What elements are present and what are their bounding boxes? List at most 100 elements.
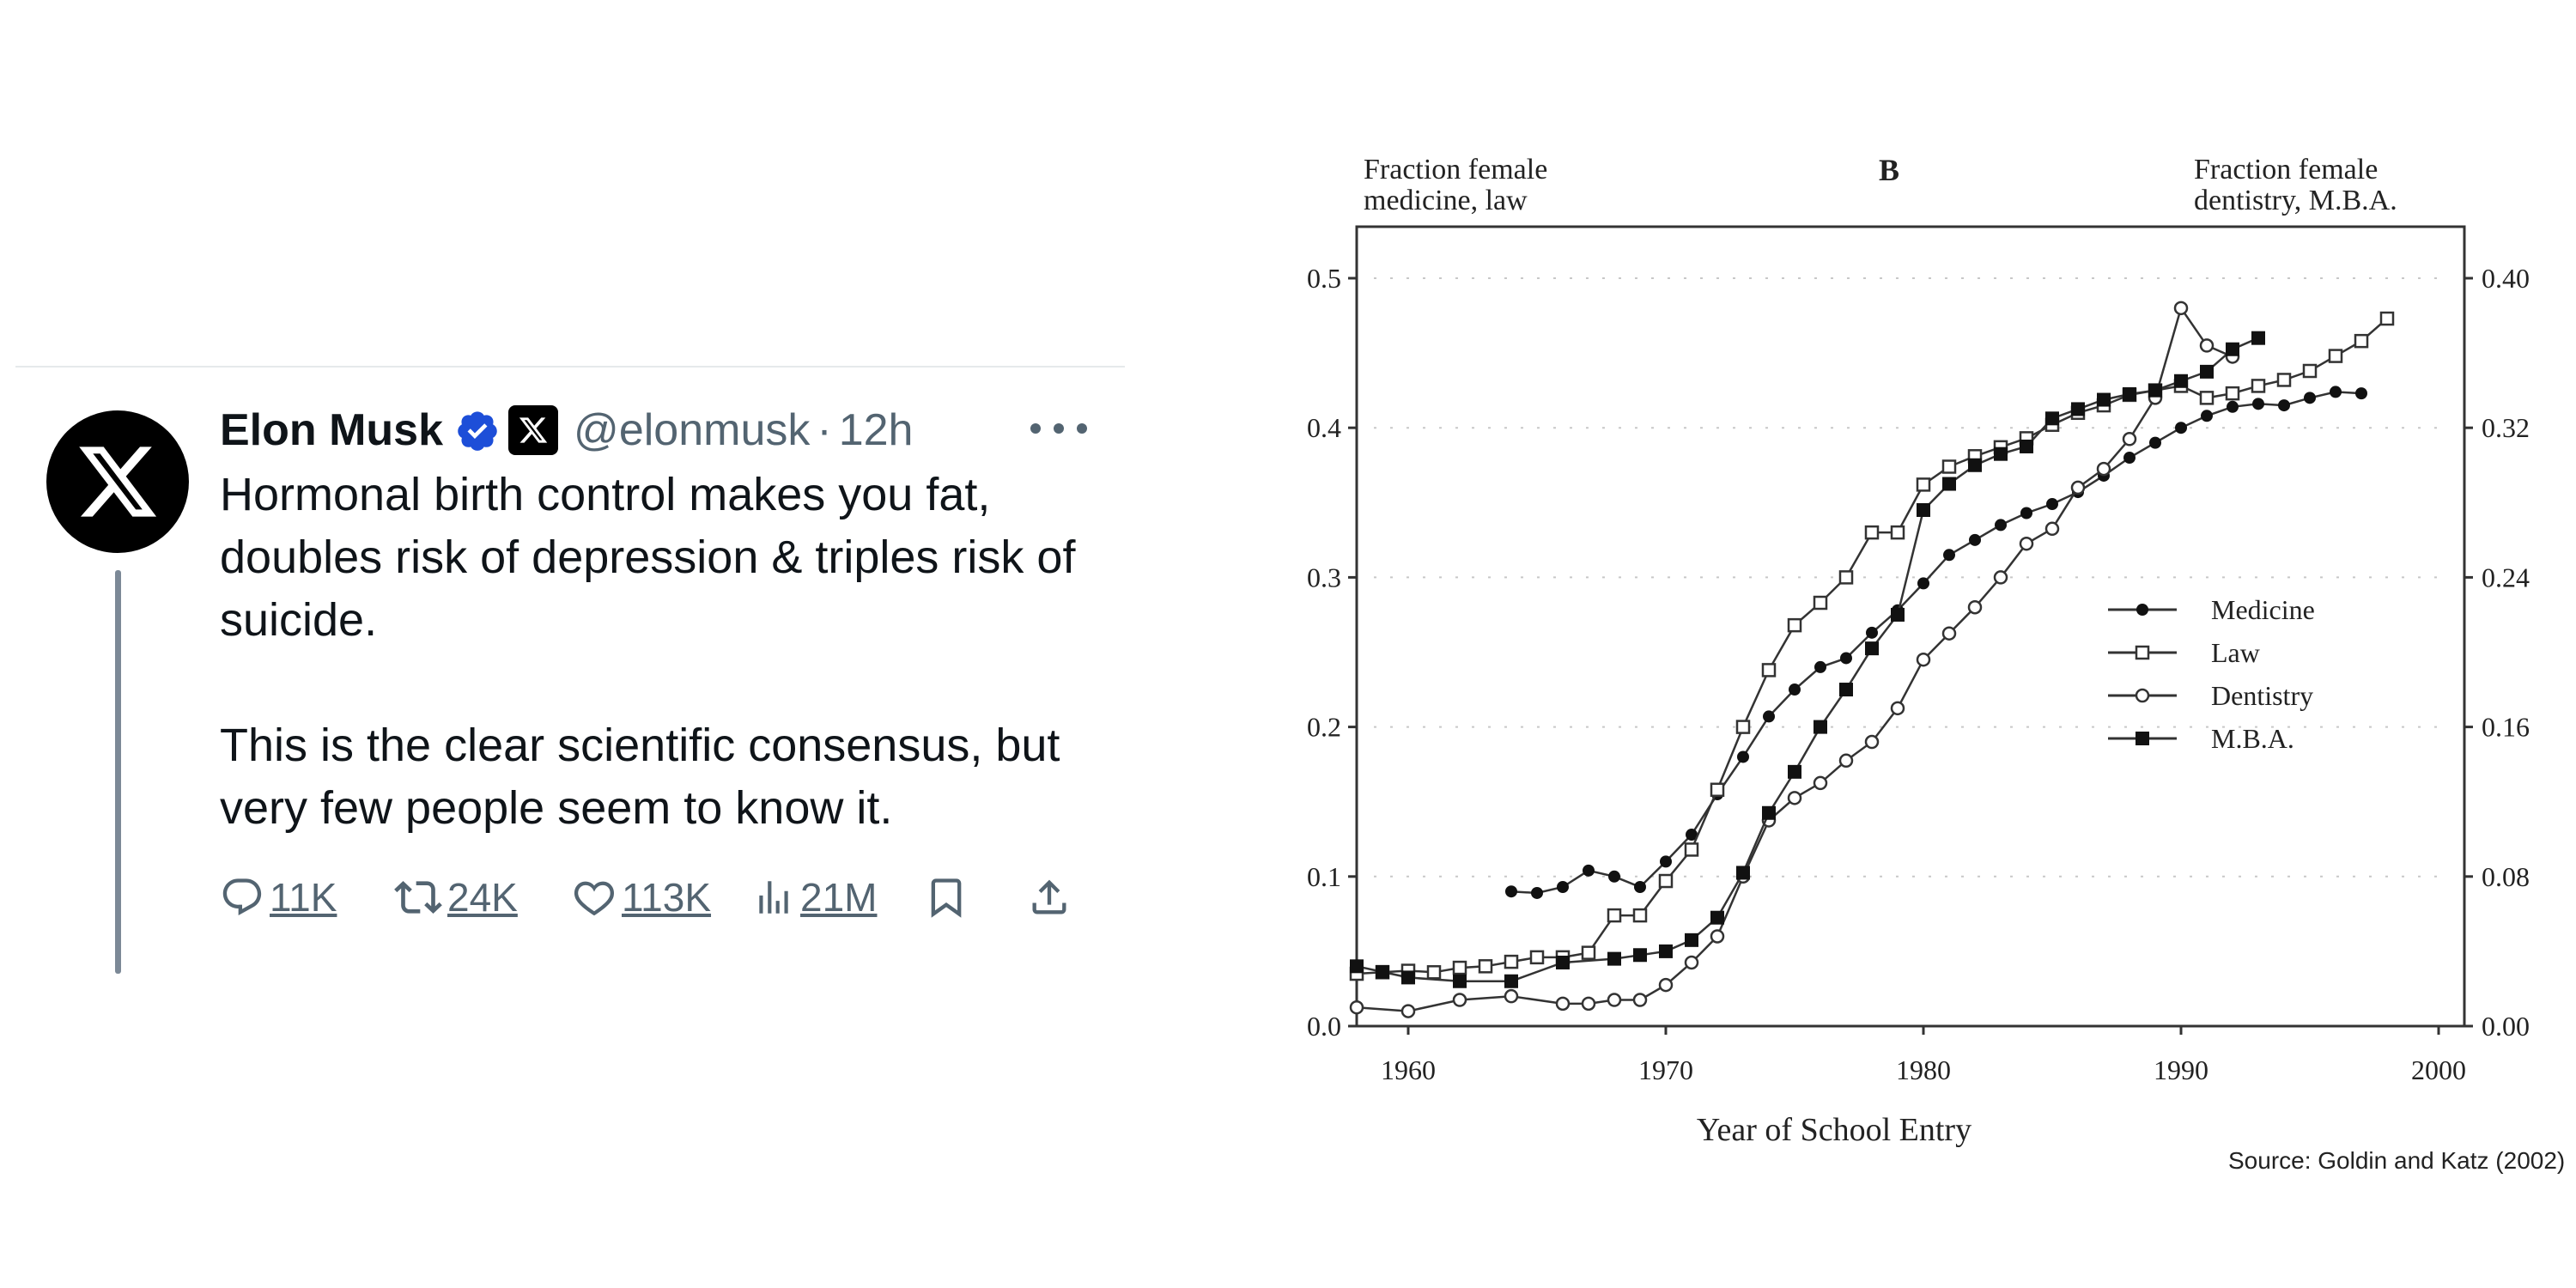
law-point [1864,525,1880,540]
dentistry-point [2044,521,2060,537]
dentistry-point [1813,775,1828,791]
m-b-a-point [1633,948,1647,963]
bookmark-button[interactable] [924,867,969,927]
medicine-point [1737,750,1749,763]
dentistry-point [2070,480,2086,495]
y-left-tick-label: 0.4 [1307,412,1341,443]
law-point [2251,379,2266,393]
m-b-a-point [2251,331,2265,345]
tweet-text-paragraph-1: Hormonal birth control makes you fat, do… [220,469,1076,646]
m-b-a-point [1710,910,1724,925]
plot-frame [1355,225,2466,1028]
dentistry-point [1916,652,1931,667]
y-left-tick-label: 0.2 [1307,712,1341,743]
source-caption: Source: Goldin and Katz (2002) [2228,1147,2566,1174]
bookmark-icon [931,878,962,918]
dentistry-point [1555,996,1571,1012]
medicine-line [1510,391,2362,895]
reply-button[interactable]: 11K [220,867,337,927]
medicine-point [1763,710,1775,723]
dentistry-point [1504,988,1519,1004]
legend-medicine-marker [2136,604,2148,616]
legend-medicine-label: Medicine [2211,594,2315,625]
medicine-point [1840,652,1852,665]
law-point [1916,477,1931,492]
dentistry-point [2173,301,2189,316]
dentistry-point [1710,929,1725,944]
m-b-a-point [2071,402,2085,416]
m-b-a-point [2226,342,2239,356]
medicine-point [1634,880,1646,893]
like-button[interactable]: 113K [572,867,711,927]
separator-dot: · [817,405,832,455]
y-right-tick-label: 0.08 [2482,861,2530,892]
like-icon [574,881,615,916]
medicine-point [1505,885,1517,898]
medicine-point [2355,387,2367,400]
law-point [1452,960,1467,975]
law-point [2354,333,2369,349]
law-point [1632,908,1648,923]
x-tick-label: 1980 [1896,1054,1951,1085]
law-point [1504,954,1519,969]
m-b-a-point [1659,944,1673,958]
law-point [1581,945,1596,960]
law-point [1426,965,1442,980]
medicine-point [1995,519,2007,532]
repost-button[interactable]: 24K [394,867,518,927]
dentistry-point [1967,599,1983,615]
medicine-point [2278,399,2290,412]
share-icon [1032,879,1066,914]
medicine-point [2175,422,2187,434]
law-point [2276,373,2292,387]
m-b-a-point [1762,805,1776,820]
avatar[interactable] [46,410,189,553]
m-b-a-point [1865,641,1879,656]
m-b-a-point [1917,503,1930,518]
legend-law-marker [2135,645,2150,660]
tweet-time[interactable]: 12h [838,405,914,455]
m-b-a-point [1453,974,1467,988]
law-point [2379,311,2395,326]
share-button[interactable] [1027,867,1072,927]
medicine-point [1943,549,1955,562]
dentistry-point [2019,536,2034,551]
author-handle[interactable]: @elonmusk [574,405,811,455]
medicine-point [2046,498,2058,511]
medicine-point [1531,886,1543,899]
y-left-tick-label: 0.3 [1307,562,1341,592]
m-b-a-point [1814,720,1827,734]
m-b-a-point [1968,458,1982,472]
dentistry-point [1993,570,2008,585]
law-point [1787,617,1802,633]
right-axis-title-line-2: dentistry, M.B.A. [2194,185,2397,216]
dentistry-point [1632,993,1648,1007]
medicine-point [2252,398,2264,410]
y-left-tick-label: 0.5 [1307,263,1341,294]
medicine-point [1789,683,1801,696]
law-point [2328,349,2343,363]
m-b-a-point [1736,866,1750,880]
m-b-a-point [1942,477,1956,491]
m-b-a-point [2174,374,2188,388]
views-button[interactable]: 21M [752,867,877,927]
tweet-text: Hormonal birth control makes you fat, do… [220,464,1104,840]
repost-icon [394,881,442,914]
y-right-tick-label: 0.00 [2482,1011,2530,1042]
verified-badge-icon [455,408,500,453]
dentistry-point [1452,993,1467,1007]
law-point [1478,959,1493,974]
y-left-tick-label: 0.1 [1307,861,1341,892]
tweet-header: Elon Musk @elonmusk · 12h [220,400,1087,460]
medicine-point [1866,626,1878,639]
m-b-a-point [1401,970,1415,985]
more-icon[interactable] [1030,407,1087,450]
dentistry-point [1941,626,1957,641]
medicine-point [2123,452,2136,465]
author-name[interactable]: Elon Musk [220,405,444,455]
medicine-point [2304,392,2316,404]
x-tick-label: 1990 [2154,1054,2208,1085]
tweet-text-paragraph-2: This is the clear scientific consensus, … [220,720,1060,834]
m-b-a-point [1350,959,1364,974]
m-b-a-point [1891,607,1905,622]
